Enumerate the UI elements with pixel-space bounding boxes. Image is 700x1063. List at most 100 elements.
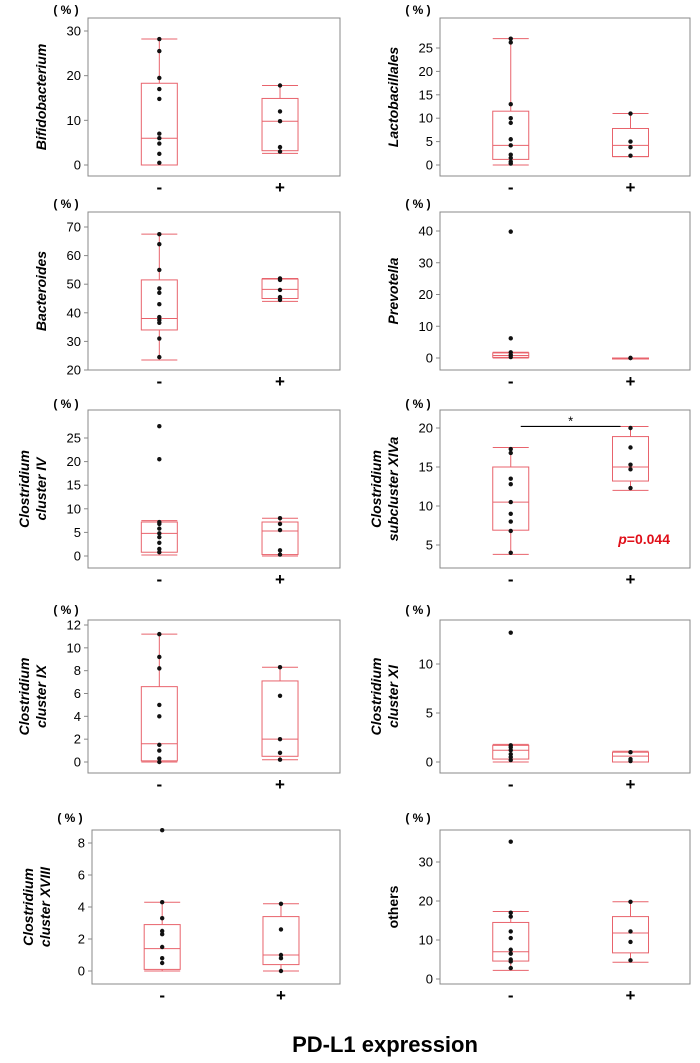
y-tick-label: 10 bbox=[419, 657, 433, 672]
data-point bbox=[508, 839, 513, 844]
data-point bbox=[277, 521, 283, 527]
data-point bbox=[277, 297, 283, 303]
y-tick-label: 10 bbox=[67, 640, 81, 655]
y-tick-label: 0 bbox=[426, 158, 433, 173]
panel-clostridium-cluster-xi: ( % ) 0 5 10 Clostridium cluster XI - + bbox=[368, 603, 691, 794]
panel-bifidobacterium: ( % ) 0 10 20 30 Bifidobacterium - + bbox=[33, 3, 341, 197]
unit-label: ( % ) bbox=[53, 397, 78, 411]
y-axis-label: cluster IV bbox=[33, 456, 49, 521]
y-tick-label: 20 bbox=[419, 421, 433, 436]
x-category-label: - bbox=[508, 986, 514, 1005]
data-point bbox=[277, 665, 283, 670]
data-point bbox=[508, 499, 513, 505]
data-point bbox=[508, 161, 513, 166]
y-tick-label: 10 bbox=[419, 933, 433, 948]
y-tick-label: 0 bbox=[74, 549, 81, 564]
x-category-label: - bbox=[508, 372, 514, 391]
y-axis-label: Clostridium bbox=[20, 868, 36, 946]
x-category-label: - bbox=[156, 178, 162, 197]
y-tick-label: 2 bbox=[74, 732, 81, 747]
data-point bbox=[277, 119, 283, 124]
y-tick-label: 25 bbox=[67, 431, 81, 446]
x-category-label: - bbox=[156, 372, 162, 391]
p-value-number: =0.044 bbox=[627, 531, 670, 547]
data-point bbox=[508, 446, 513, 452]
data-point bbox=[159, 932, 165, 937]
box-group-negative bbox=[492, 630, 530, 763]
p-value-prefix: p bbox=[617, 531, 627, 547]
x-category-label: + bbox=[626, 986, 636, 1005]
data-point bbox=[508, 748, 513, 753]
data-point bbox=[508, 143, 513, 148]
data-point bbox=[157, 267, 162, 273]
y-tick-label: 4 bbox=[74, 709, 81, 724]
panel-clostridium-subcluster-xiva: ( % ) 5 10 15 20 Clostridium subcluster XIVa - +… bbox=[368, 397, 691, 589]
data-point bbox=[157, 286, 162, 291]
data-point bbox=[508, 630, 513, 635]
y-tick-label: 4 bbox=[78, 900, 85, 915]
y-tick-label: 10 bbox=[67, 501, 81, 516]
y-tick-label: 6 bbox=[78, 868, 85, 883]
data-point bbox=[628, 139, 633, 144]
plot-frame bbox=[439, 17, 691, 177]
unit-label: ( % ) bbox=[53, 603, 78, 617]
y-axis-label: Bifidobacterium bbox=[33, 44, 49, 151]
data-point bbox=[278, 956, 284, 961]
data-point bbox=[159, 828, 165, 833]
box-group-negative bbox=[143, 828, 181, 972]
y-tick-label: 5 bbox=[426, 134, 433, 149]
data-point bbox=[157, 742, 162, 748]
data-point bbox=[277, 109, 283, 114]
y-tick-label: 15 bbox=[419, 87, 433, 102]
x-category-label: + bbox=[626, 372, 636, 391]
box-group-negative bbox=[140, 424, 178, 556]
y-axis-label: Clostridium bbox=[368, 658, 384, 736]
y-tick-label: 0 bbox=[74, 755, 81, 770]
data-point bbox=[628, 758, 633, 764]
y-axis-label: Clostridium bbox=[16, 450, 32, 528]
y-tick-label: 10 bbox=[67, 113, 81, 128]
data-point bbox=[157, 160, 162, 165]
box-group-positive bbox=[261, 665, 299, 762]
box-group-positive bbox=[612, 425, 649, 491]
y-tick-label: 70 bbox=[67, 220, 81, 235]
y-tick-label: 20 bbox=[419, 64, 433, 79]
data-point bbox=[628, 750, 633, 755]
y-tick-label: 0 bbox=[78, 964, 85, 979]
plot-frame bbox=[439, 409, 691, 569]
y-tick-label: 50 bbox=[67, 277, 81, 292]
unit-label: ( % ) bbox=[53, 3, 78, 17]
data-point bbox=[159, 900, 165, 905]
data-point bbox=[277, 552, 283, 557]
y-axis-label: Prevotella bbox=[385, 257, 401, 324]
box-group-positive bbox=[261, 516, 299, 557]
x-category-label: + bbox=[626, 570, 636, 589]
data-point bbox=[157, 714, 162, 719]
y-tick-label: 10 bbox=[419, 319, 433, 334]
data-point bbox=[508, 137, 513, 142]
data-point bbox=[277, 736, 283, 742]
data-point bbox=[508, 36, 513, 41]
plot-frame bbox=[87, 17, 341, 177]
data-point bbox=[157, 141, 162, 146]
data-point bbox=[277, 277, 283, 283]
data-point bbox=[157, 457, 162, 462]
data-point bbox=[159, 956, 165, 961]
plot-frame bbox=[439, 619, 691, 774]
data-point bbox=[278, 927, 284, 932]
y-tick-label: 12 bbox=[67, 618, 81, 633]
y-tick-label: 25 bbox=[419, 41, 433, 56]
x-category-label: - bbox=[159, 986, 165, 1005]
y-axis-label: Lactobacillales bbox=[385, 47, 401, 148]
y-tick-label: 0 bbox=[426, 972, 433, 987]
data-point bbox=[157, 756, 162, 761]
plot-frame bbox=[439, 829, 691, 985]
unit-label: ( % ) bbox=[405, 3, 430, 17]
data-point bbox=[157, 320, 162, 326]
y-tick-label: 40 bbox=[419, 224, 433, 239]
y-tick-label: 8 bbox=[78, 836, 85, 851]
panel-others: ( % ) 0 10 20 30 others - + bbox=[385, 811, 691, 1005]
data-point bbox=[508, 354, 513, 360]
box-group-positive bbox=[261, 276, 299, 303]
data-point bbox=[628, 462, 633, 467]
